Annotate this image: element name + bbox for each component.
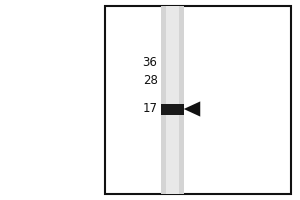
Bar xyxy=(161,104,184,114)
Text: 28: 28 xyxy=(142,73,158,86)
Bar xyxy=(105,6,291,194)
Polygon shape xyxy=(184,101,200,117)
Bar xyxy=(161,6,184,194)
Bar xyxy=(166,6,179,194)
Text: 36: 36 xyxy=(142,55,158,68)
Text: 17: 17 xyxy=(142,102,158,116)
